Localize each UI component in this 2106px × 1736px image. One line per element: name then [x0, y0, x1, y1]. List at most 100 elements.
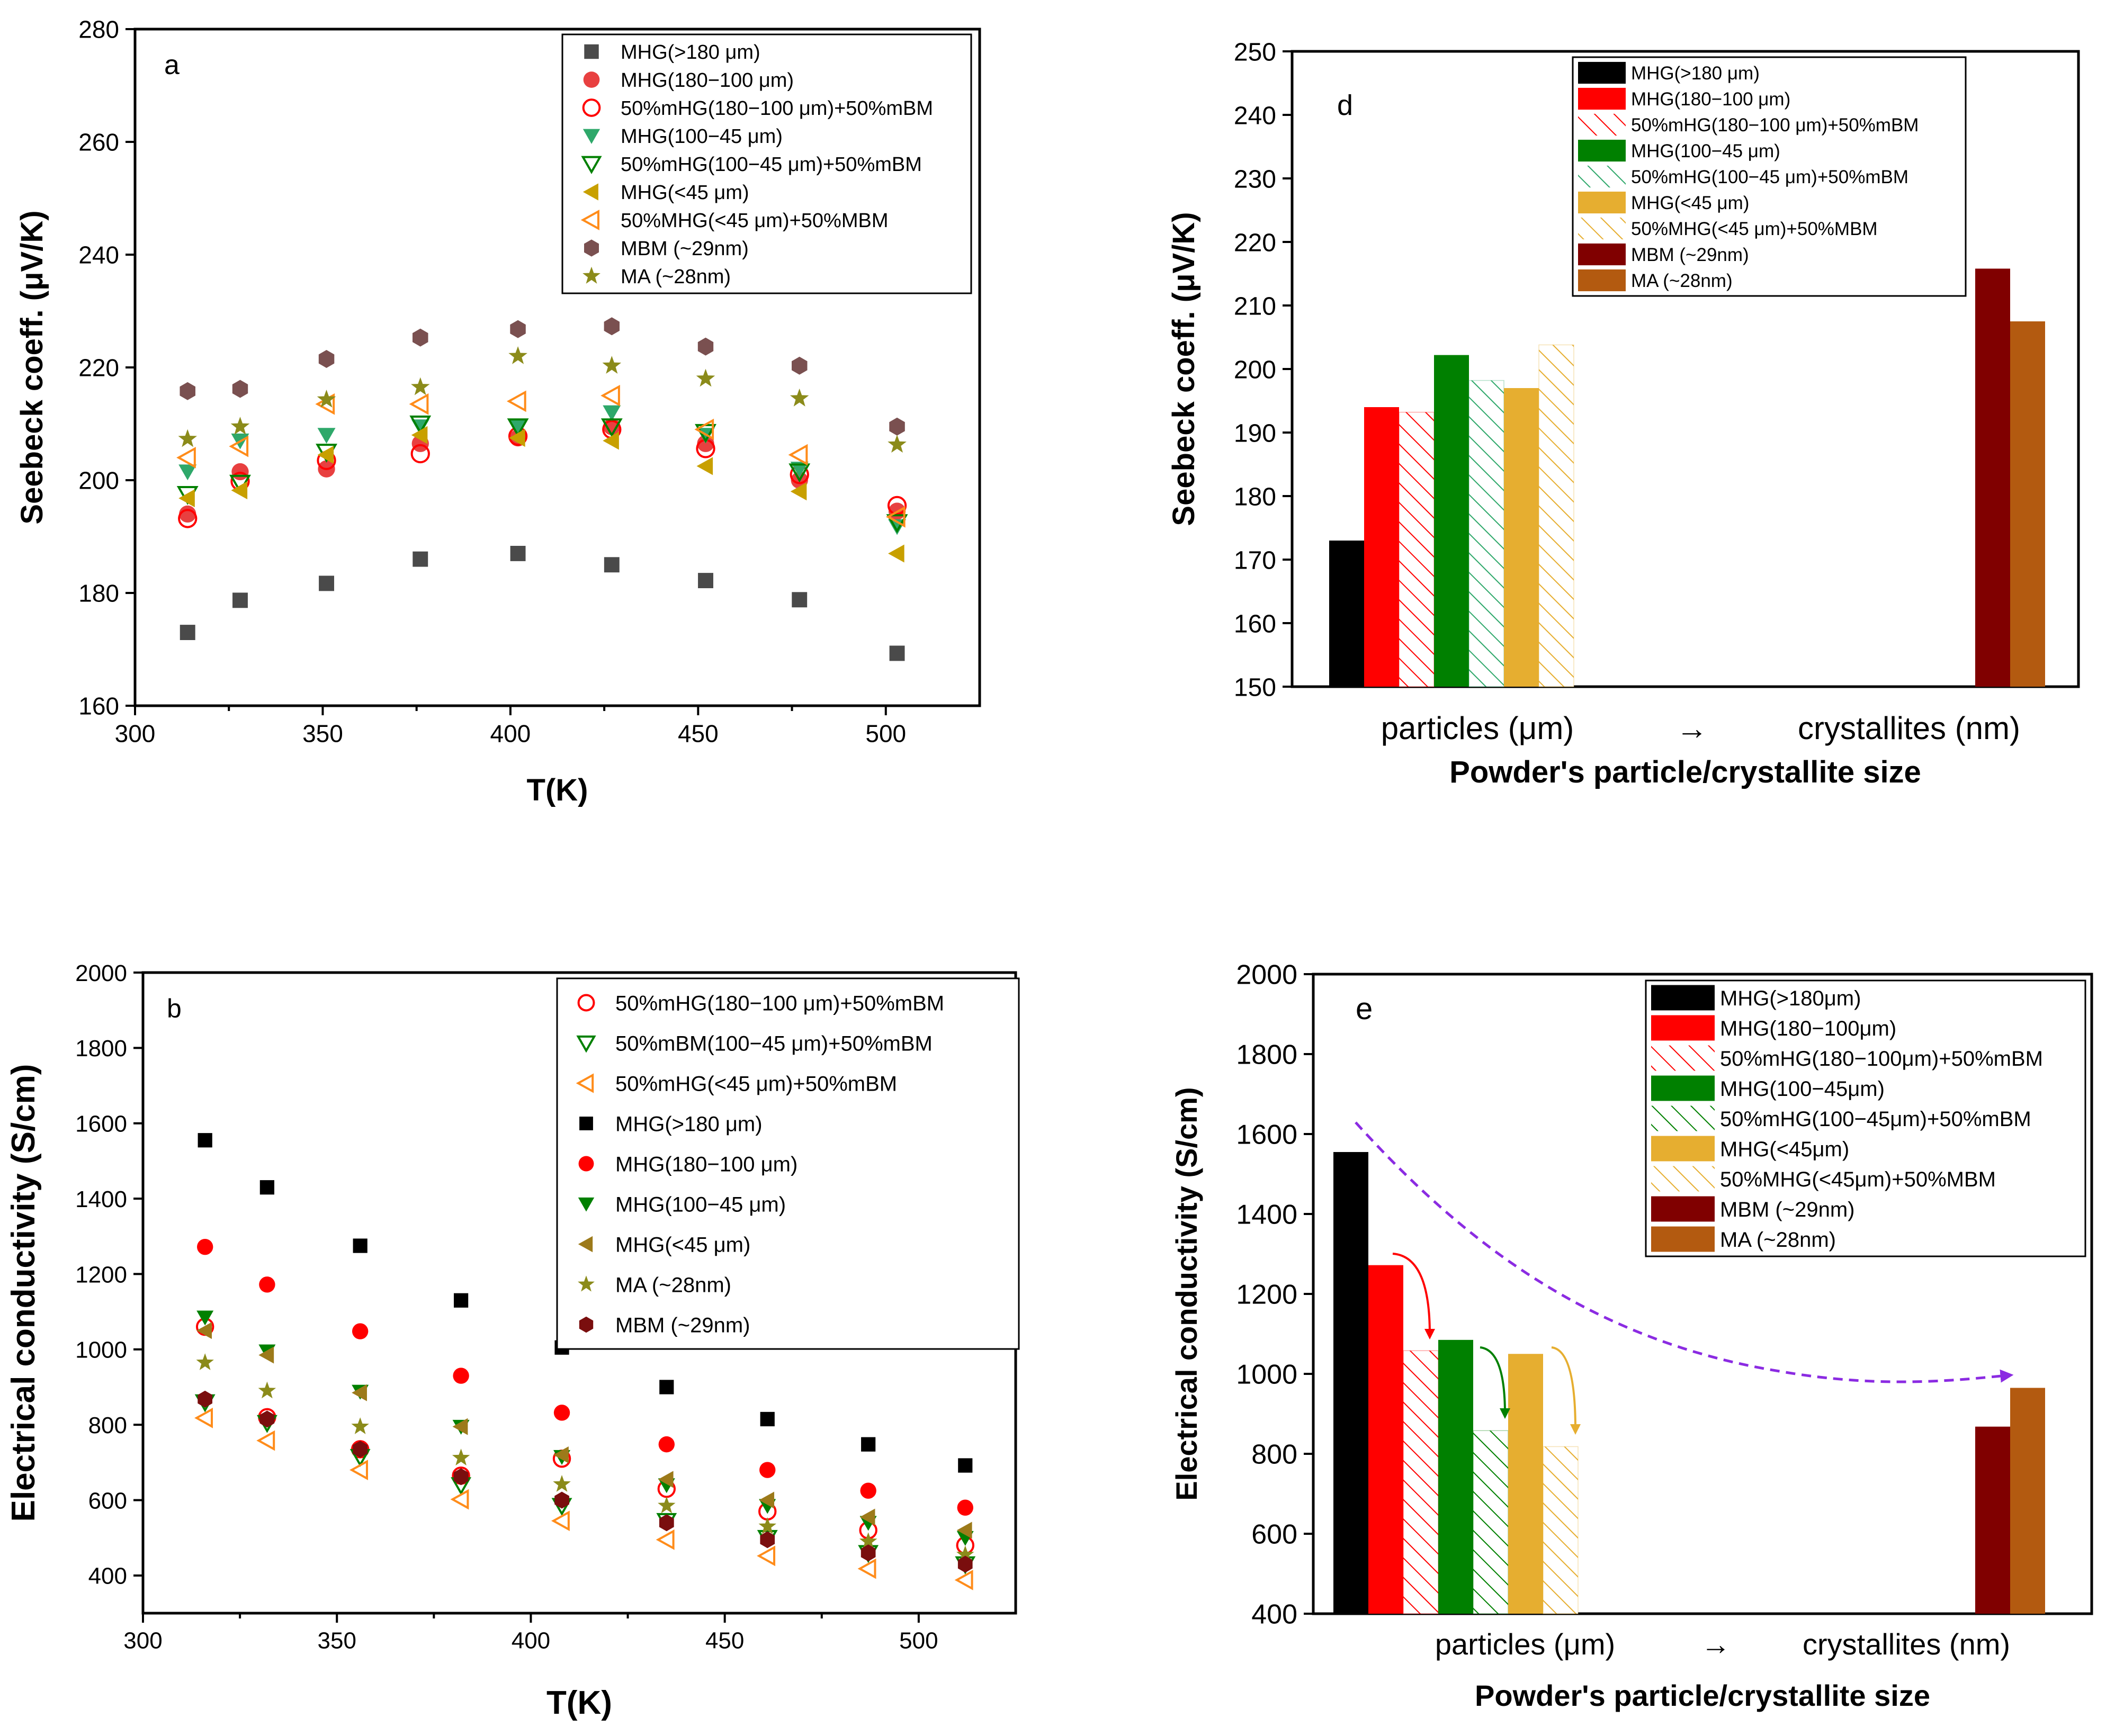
data-point [178, 464, 197, 481]
data-point [602, 356, 622, 374]
legend-marker [578, 1197, 595, 1212]
data-point [198, 1133, 212, 1148]
legend-label: 50%mHG(180−100 μm)+50%mBM [621, 97, 933, 120]
data-point [180, 625, 195, 640]
series-6 [196, 1322, 972, 1539]
series-3 [178, 405, 907, 535]
data-point [508, 346, 527, 364]
legend-label: MBM (~29nm) [621, 238, 749, 260]
data-point [411, 426, 428, 444]
legend-label: MA (~28nm) [621, 266, 731, 288]
data-point [656, 1529, 675, 1550]
data-point [659, 1514, 674, 1532]
data-point [553, 1446, 569, 1464]
data-point [956, 1522, 972, 1539]
bar [2010, 321, 2045, 687]
data-point [319, 575, 334, 591]
series-8 [178, 346, 907, 453]
data-point [409, 393, 429, 415]
legend-label: MHG(100−45μm) [1720, 1077, 1885, 1101]
legend-marker [576, 1073, 594, 1093]
legend-label: 50%mHG(<45 μm)+50%mBM [615, 1072, 897, 1095]
data-point [452, 1449, 470, 1465]
legend-swatch [1651, 1045, 1715, 1071]
data-point [698, 573, 713, 589]
category-label: crystallites (nm) [1803, 1627, 2010, 1661]
x-tick-label: 300 [115, 720, 156, 748]
data-point [658, 1471, 674, 1488]
y-tick-label: 1200 [1236, 1280, 1297, 1310]
data-point [180, 382, 195, 400]
data-point [259, 1410, 275, 1428]
x-tick-label: 450 [678, 720, 719, 748]
legend-swatch [1651, 1075, 1715, 1101]
legend-label: MHG(100−45 μm) [615, 1193, 786, 1216]
data-point [601, 418, 623, 438]
legend-marker [576, 1035, 596, 1053]
data-point [859, 1508, 875, 1526]
category-label: crystallites (nm) [1798, 710, 2020, 746]
data-point [861, 1437, 876, 1452]
y-tick-label: 180 [78, 580, 119, 607]
y-tick-label: 600 [88, 1488, 127, 1514]
data-point [450, 1489, 469, 1510]
data-point [351, 1417, 369, 1434]
y-tick-label: 1600 [75, 1111, 127, 1137]
legend-label: 50%mHG(100−45 μm)+50%mBM [621, 154, 922, 176]
data-point [230, 417, 250, 435]
panel-b: 400 600 800 1000 1200 1400 1600 1800 2000 300 350 4… [5, 960, 1020, 1721]
y-tick-label: 400 [1251, 1599, 1297, 1630]
series-6 [176, 384, 906, 528]
data-point [454, 1293, 469, 1308]
data-point [860, 1482, 876, 1499]
data-point [957, 1499, 973, 1516]
legend-label: 50%mHG(100−45μm)+50%mBM [1720, 1108, 2031, 1131]
y-tick-label: 260 [78, 129, 119, 156]
legend-marker [577, 994, 595, 1012]
y-axis-label: Seebeck coeff. (μV/K) [15, 210, 49, 524]
data-point [259, 1180, 274, 1195]
x-tick-label: 450 [705, 1627, 744, 1653]
data-point [453, 1368, 469, 1384]
y-tick-label: 2000 [1236, 960, 1297, 991]
data-point [259, 1276, 275, 1293]
y-tick-label: 240 [78, 241, 119, 269]
data-point [179, 505, 196, 523]
data-point [888, 435, 907, 453]
data-point [696, 457, 713, 475]
legend-swatch [1578, 269, 1626, 292]
bar [1975, 268, 2010, 687]
legend-marker [578, 1156, 594, 1172]
data-point [792, 356, 808, 375]
legend-marker [582, 129, 601, 144]
data-point [658, 1436, 675, 1453]
legend-label: MBM (~29nm) [615, 1314, 750, 1337]
legend-marker [583, 71, 600, 88]
legend-label: MA (~28nm) [1720, 1228, 1836, 1252]
bar [1399, 411, 1435, 687]
legend-label: 50%mHG(180−100μm)+50%mBM [1720, 1047, 2043, 1071]
y-tick-label: 230 [1234, 165, 1276, 193]
bar [1543, 1446, 1579, 1614]
data-point [551, 1510, 570, 1532]
bar [1333, 1152, 1368, 1614]
y-tick-label: 1000 [1236, 1360, 1297, 1390]
data-point [603, 431, 619, 450]
data-point [176, 447, 196, 469]
y-tick-label: 160 [78, 692, 119, 720]
legend-label: MHG(180−100 μm) [615, 1153, 797, 1176]
y-tick-label: 190 [1234, 419, 1276, 447]
data-point [196, 1322, 212, 1339]
data-point [604, 317, 620, 336]
data-point [194, 1407, 213, 1428]
data-point [857, 1558, 876, 1579]
series-7 [196, 1353, 974, 1562]
series-8 [198, 1390, 973, 1573]
bar [1538, 344, 1574, 687]
legend-label: MHG(100−45 μm) [1631, 141, 1780, 161]
data-point [697, 337, 714, 356]
data-point [954, 1569, 973, 1590]
legend-swatch [1578, 113, 1626, 136]
data-point [409, 415, 432, 435]
data-point [788, 444, 808, 466]
